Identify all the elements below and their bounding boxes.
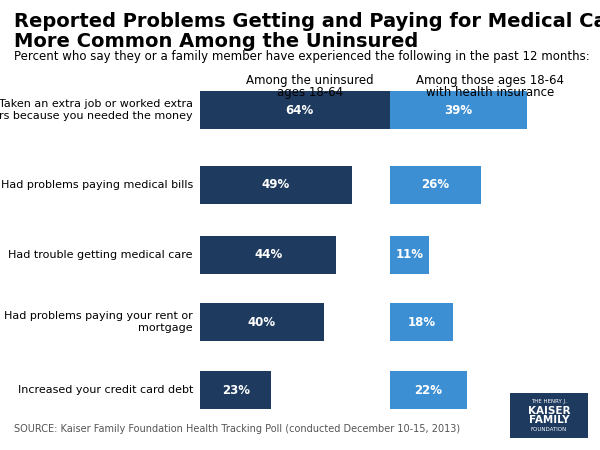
Bar — [200, 166, 352, 204]
Text: SOURCE: Kaiser Family Foundation Health Tracking Poll (conducted December 10-15,: SOURCE: Kaiser Family Foundation Health … — [14, 424, 460, 434]
Text: ages 18-64: ages 18-64 — [277, 86, 343, 99]
Text: Had trouble getting medical care: Had trouble getting medical care — [8, 250, 193, 260]
Text: 49%: 49% — [262, 179, 290, 192]
Text: 39%: 39% — [444, 104, 472, 117]
Text: KAISER: KAISER — [528, 406, 570, 416]
Bar — [390, 303, 453, 341]
Bar — [200, 91, 398, 129]
Text: Among the uninsured: Among the uninsured — [246, 74, 374, 87]
Text: 18%: 18% — [407, 315, 436, 328]
Text: Increased your credit card debt: Increased your credit card debt — [17, 385, 193, 395]
Text: with health insurance: with health insurance — [426, 86, 554, 99]
Text: 44%: 44% — [254, 248, 283, 261]
Text: 22%: 22% — [415, 383, 443, 396]
Text: Percent who say they or a family member have experienced the following in the pa: Percent who say they or a family member … — [14, 50, 590, 63]
Text: 23%: 23% — [221, 383, 250, 396]
Bar — [390, 371, 467, 409]
Bar — [510, 393, 588, 438]
Text: Had problems paying medical bills: Had problems paying medical bills — [1, 180, 193, 190]
Text: FOUNDATION: FOUNDATION — [531, 428, 567, 432]
Text: FAMILY: FAMILY — [529, 415, 569, 425]
Bar — [390, 166, 481, 204]
Text: Taken an extra job or worked extra
hours because you needed the money: Taken an extra job or worked extra hours… — [0, 99, 193, 121]
Text: Had problems paying your rent or
mortgage: Had problems paying your rent or mortgag… — [4, 311, 193, 333]
Bar — [200, 236, 337, 274]
Text: 26%: 26% — [421, 179, 449, 192]
Text: 11%: 11% — [395, 248, 423, 261]
Text: Reported Problems Getting and Paying for Medical Care: Reported Problems Getting and Paying for… — [14, 12, 600, 31]
Text: THE HENRY J.: THE HENRY J. — [531, 399, 567, 404]
Bar — [200, 303, 324, 341]
Bar — [200, 371, 271, 409]
Text: 40%: 40% — [248, 315, 276, 328]
Text: More Common Among the Uninsured: More Common Among the Uninsured — [14, 32, 418, 51]
Bar — [390, 236, 428, 274]
Text: Among those ages 18-64: Among those ages 18-64 — [416, 74, 564, 87]
Text: 64%: 64% — [285, 104, 313, 117]
Bar — [390, 91, 527, 129]
